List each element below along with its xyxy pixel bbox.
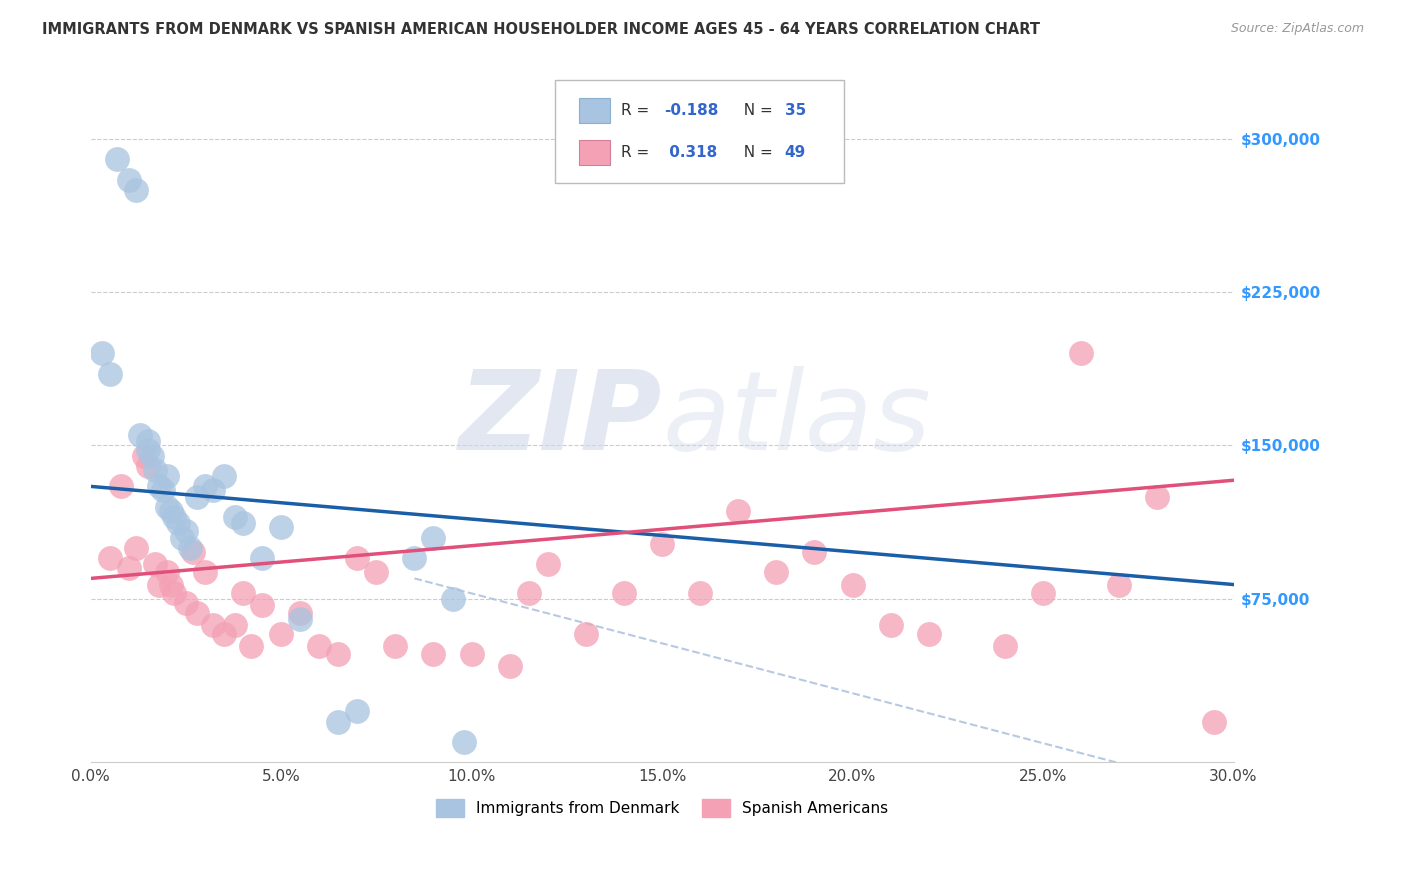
Point: [460, 647, 482, 661]
Point: [118, 172, 141, 186]
Point: [167, 516, 190, 531]
Point: [765, 566, 787, 580]
Point: [156, 469, 179, 483]
Point: [159, 577, 181, 591]
Point: [346, 551, 368, 566]
Point: [163, 510, 186, 524]
Point: [186, 606, 208, 620]
Text: ZIP: ZIP: [458, 367, 662, 474]
Text: atlas: atlas: [662, 367, 931, 474]
Point: [136, 434, 159, 449]
Point: [224, 510, 246, 524]
Point: [651, 536, 673, 550]
Point: [105, 153, 128, 167]
Point: [239, 639, 262, 653]
Text: R =: R =: [621, 145, 655, 160]
Point: [183, 545, 205, 559]
Point: [366, 566, 388, 580]
Point: [186, 490, 208, 504]
Point: [517, 585, 540, 599]
Point: [194, 479, 217, 493]
Point: [727, 504, 749, 518]
Point: [145, 557, 167, 571]
Text: Source: ZipAtlas.com: Source: ZipAtlas.com: [1230, 22, 1364, 36]
Point: [1146, 490, 1168, 504]
Point: [575, 626, 598, 640]
Point: [288, 606, 311, 620]
Point: [132, 449, 155, 463]
Point: [1204, 714, 1226, 729]
Point: [1070, 346, 1092, 360]
Point: [152, 483, 174, 498]
Point: [118, 561, 141, 575]
Point: [156, 566, 179, 580]
Text: N =: N =: [734, 145, 778, 160]
Text: N =: N =: [734, 103, 778, 119]
Point: [232, 585, 254, 599]
Point: [179, 541, 201, 555]
Point: [250, 551, 273, 566]
Text: -0.188: -0.188: [664, 103, 718, 119]
Point: [148, 577, 170, 591]
Point: [404, 551, 426, 566]
Point: [159, 504, 181, 518]
Point: [212, 626, 235, 640]
Point: [174, 524, 197, 539]
Point: [212, 469, 235, 483]
Point: [288, 612, 311, 626]
Point: [994, 639, 1017, 653]
Point: [879, 618, 901, 632]
Point: [422, 647, 444, 661]
Legend: Immigrants from Denmark, Spanish Americans: Immigrants from Denmark, Spanish America…: [430, 792, 894, 823]
Point: [224, 618, 246, 632]
Point: [125, 541, 148, 555]
Text: 35: 35: [785, 103, 806, 119]
Point: [689, 585, 711, 599]
Point: [148, 479, 170, 493]
Point: [270, 520, 292, 534]
Point: [250, 598, 273, 612]
Text: 49: 49: [785, 145, 806, 160]
Point: [170, 531, 193, 545]
Point: [308, 639, 330, 653]
Point: [232, 516, 254, 531]
Point: [201, 618, 224, 632]
Point: [156, 500, 179, 514]
Point: [918, 626, 941, 640]
Point: [125, 183, 148, 197]
Point: [498, 659, 520, 673]
Text: R =: R =: [621, 103, 655, 119]
Point: [453, 735, 475, 749]
Point: [136, 458, 159, 473]
Text: 0.318: 0.318: [664, 145, 717, 160]
Point: [145, 463, 167, 477]
Point: [422, 531, 444, 545]
Point: [163, 585, 186, 599]
Point: [194, 566, 217, 580]
Point: [803, 545, 825, 559]
Point: [346, 704, 368, 718]
Point: [110, 479, 132, 493]
Point: [613, 585, 636, 599]
Point: [841, 577, 863, 591]
Point: [537, 557, 560, 571]
Point: [384, 639, 406, 653]
Point: [174, 596, 197, 610]
Point: [1032, 585, 1054, 599]
Point: [441, 591, 464, 606]
Point: [98, 367, 121, 381]
Text: IMMIGRANTS FROM DENMARK VS SPANISH AMERICAN HOUSEHOLDER INCOME AGES 45 - 64 YEAR: IMMIGRANTS FROM DENMARK VS SPANISH AMERI…: [42, 22, 1040, 37]
Point: [141, 449, 163, 463]
Point: [328, 647, 350, 661]
Point: [136, 442, 159, 457]
Point: [1108, 577, 1130, 591]
Point: [270, 626, 292, 640]
Point: [328, 714, 350, 729]
Point: [91, 346, 114, 360]
Point: [98, 551, 121, 566]
Point: [129, 428, 152, 442]
Point: [201, 483, 224, 498]
